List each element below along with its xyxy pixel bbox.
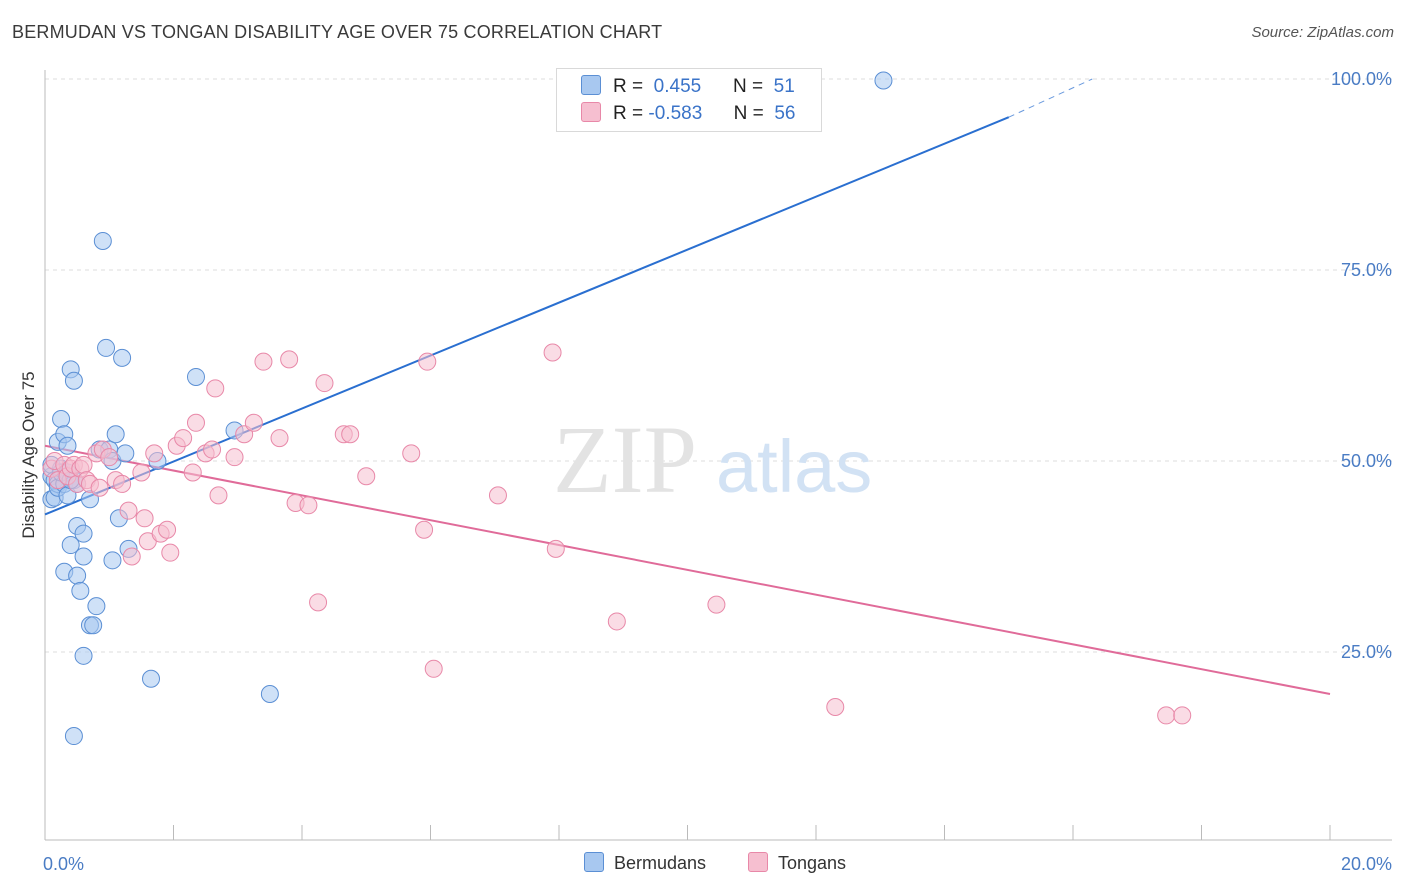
- data-point-bermudans: [142, 669, 161, 688]
- data-point-tongans: [607, 612, 626, 631]
- data-point-bermudans: [113, 348, 132, 367]
- data-point-bermudans: [61, 536, 80, 555]
- data-point-bermudans: [74, 646, 93, 665]
- data-point-bermudans: [103, 551, 122, 570]
- bottom-legend-swatch-bermudans: [584, 852, 604, 872]
- legend-row-bermudans: R = 0.455 N = 51: [581, 75, 795, 99]
- data-point-bermudans: [64, 371, 83, 390]
- data-point-bermudans: [93, 231, 112, 250]
- data-point-tongans: [122, 547, 141, 566]
- data-point-tongans: [341, 425, 360, 444]
- data-point-tongans: [315, 374, 334, 393]
- data-point-bermudans: [74, 547, 93, 566]
- data-point-bermudans: [84, 616, 103, 635]
- data-point-tongans: [488, 486, 507, 505]
- data-point-tongans: [90, 478, 109, 497]
- data-point-tongans: [543, 343, 562, 362]
- data-point-tongans: [174, 429, 193, 448]
- y-tick-label: 75.0%: [1341, 260, 1392, 280]
- data-point-bermudans: [116, 444, 135, 463]
- data-point-tongans: [206, 379, 225, 398]
- legend-swatch-tongans: [581, 102, 601, 122]
- data-point-tongans: [1173, 706, 1192, 725]
- data-point-tongans: [418, 352, 437, 371]
- data-point-tongans: [270, 429, 289, 448]
- trend-line-tongans: [44, 444, 1331, 696]
- data-point-tongans: [357, 467, 376, 486]
- legend-r-value: -0.583: [648, 103, 703, 124]
- data-point-tongans: [546, 539, 565, 558]
- data-point-tongans: [186, 413, 205, 432]
- data-points: [42, 71, 1192, 746]
- bottom-legend-tongans: Tongans: [748, 852, 846, 874]
- data-point-tongans: [145, 444, 164, 463]
- y-tick-label: 50.0%: [1341, 451, 1392, 471]
- legend-row-tongans: R = -0.583 N = 56: [581, 102, 795, 126]
- data-point-tongans: [203, 440, 222, 459]
- data-point-tongans: [244, 413, 263, 432]
- gridlines: [45, 78, 1392, 653]
- data-point-bermudans: [97, 338, 116, 357]
- data-point-tongans: [235, 425, 254, 444]
- data-point-tongans: [100, 448, 119, 467]
- data-point-bermudans: [58, 436, 77, 455]
- data-point-bermudans: [874, 71, 893, 90]
- data-point-tongans: [161, 543, 180, 562]
- data-point-tongans: [826, 698, 845, 717]
- data-point-tongans: [209, 486, 228, 505]
- data-point-bermudans: [106, 425, 125, 444]
- watermark-atlas: atlas: [716, 425, 872, 508]
- data-point-tongans: [415, 520, 434, 539]
- data-point-bermudans: [52, 409, 71, 428]
- data-point-tongans: [707, 595, 726, 614]
- data-point-tongans: [1157, 706, 1176, 725]
- data-point-bermudans: [68, 566, 87, 585]
- data-point-tongans: [225, 448, 244, 467]
- y-tick-label: 25.0%: [1341, 642, 1392, 662]
- data-point-tongans: [132, 463, 151, 482]
- legend-swatch-bermudans: [581, 75, 601, 95]
- data-point-bermudans: [71, 581, 90, 600]
- bottom-legend-swatch-tongans: [748, 852, 768, 872]
- data-point-tongans: [119, 501, 138, 520]
- y-tick-label: 100.0%: [1331, 69, 1392, 89]
- legend-r-value: 0.455: [653, 76, 702, 97]
- x-tick-label-max: 20.0%: [1341, 854, 1392, 874]
- legend-r-label: R =: [613, 103, 644, 124]
- bottom-legend-bermudans: Bermudans: [584, 852, 706, 874]
- data-point-tongans: [135, 509, 154, 528]
- data-point-tongans: [402, 444, 421, 463]
- y-axis-label: Disability Age Over 75: [19, 371, 38, 538]
- x-tick-label-min: 0.0%: [43, 854, 84, 874]
- legend-n-label: N =: [732, 76, 764, 97]
- trend-lines: [44, 78, 1331, 696]
- chart-title: BERMUDAN VS TONGAN DISABILITY AGE OVER 7…: [12, 22, 663, 42]
- data-point-tongans: [424, 659, 443, 678]
- trend-line-extension-bermudans: [1008, 78, 1093, 118]
- legend-n-value: 51: [773, 76, 795, 97]
- data-point-tongans: [254, 352, 273, 371]
- correlation-legend: R = 0.455 N = 51 R = -0.583 N = 56: [556, 68, 822, 132]
- data-point-tongans: [309, 593, 328, 612]
- legend-n-value: 56: [774, 103, 796, 124]
- axes: [44, 70, 1392, 841]
- bottom-legend-label-bermudans: Bermudans: [614, 853, 707, 873]
- data-point-bermudans: [64, 727, 83, 746]
- axis-labels: 25.0% 50.0% 75.0% 100.0% 0.0% 20.0% Disability…: [19, 69, 1392, 874]
- watermark-zip: ZIP: [553, 406, 697, 513]
- data-point-bermudans: [260, 685, 279, 704]
- legend-n-label: N =: [733, 103, 764, 124]
- data-point-tongans: [113, 474, 132, 493]
- data-point-bermudans: [74, 524, 93, 543]
- data-point-bermudans: [87, 597, 106, 616]
- data-point-tongans: [299, 496, 318, 515]
- bottom-legend-label-tongans: Tongans: [778, 853, 847, 873]
- data-point-tongans: [183, 463, 202, 482]
- legend-r-label: R =: [613, 76, 644, 97]
- data-point-bermudans: [186, 367, 205, 386]
- data-point-tongans: [280, 350, 299, 369]
- data-point-tongans: [158, 520, 177, 539]
- chart-source: Source: ZipAtlas.com: [1251, 24, 1394, 41]
